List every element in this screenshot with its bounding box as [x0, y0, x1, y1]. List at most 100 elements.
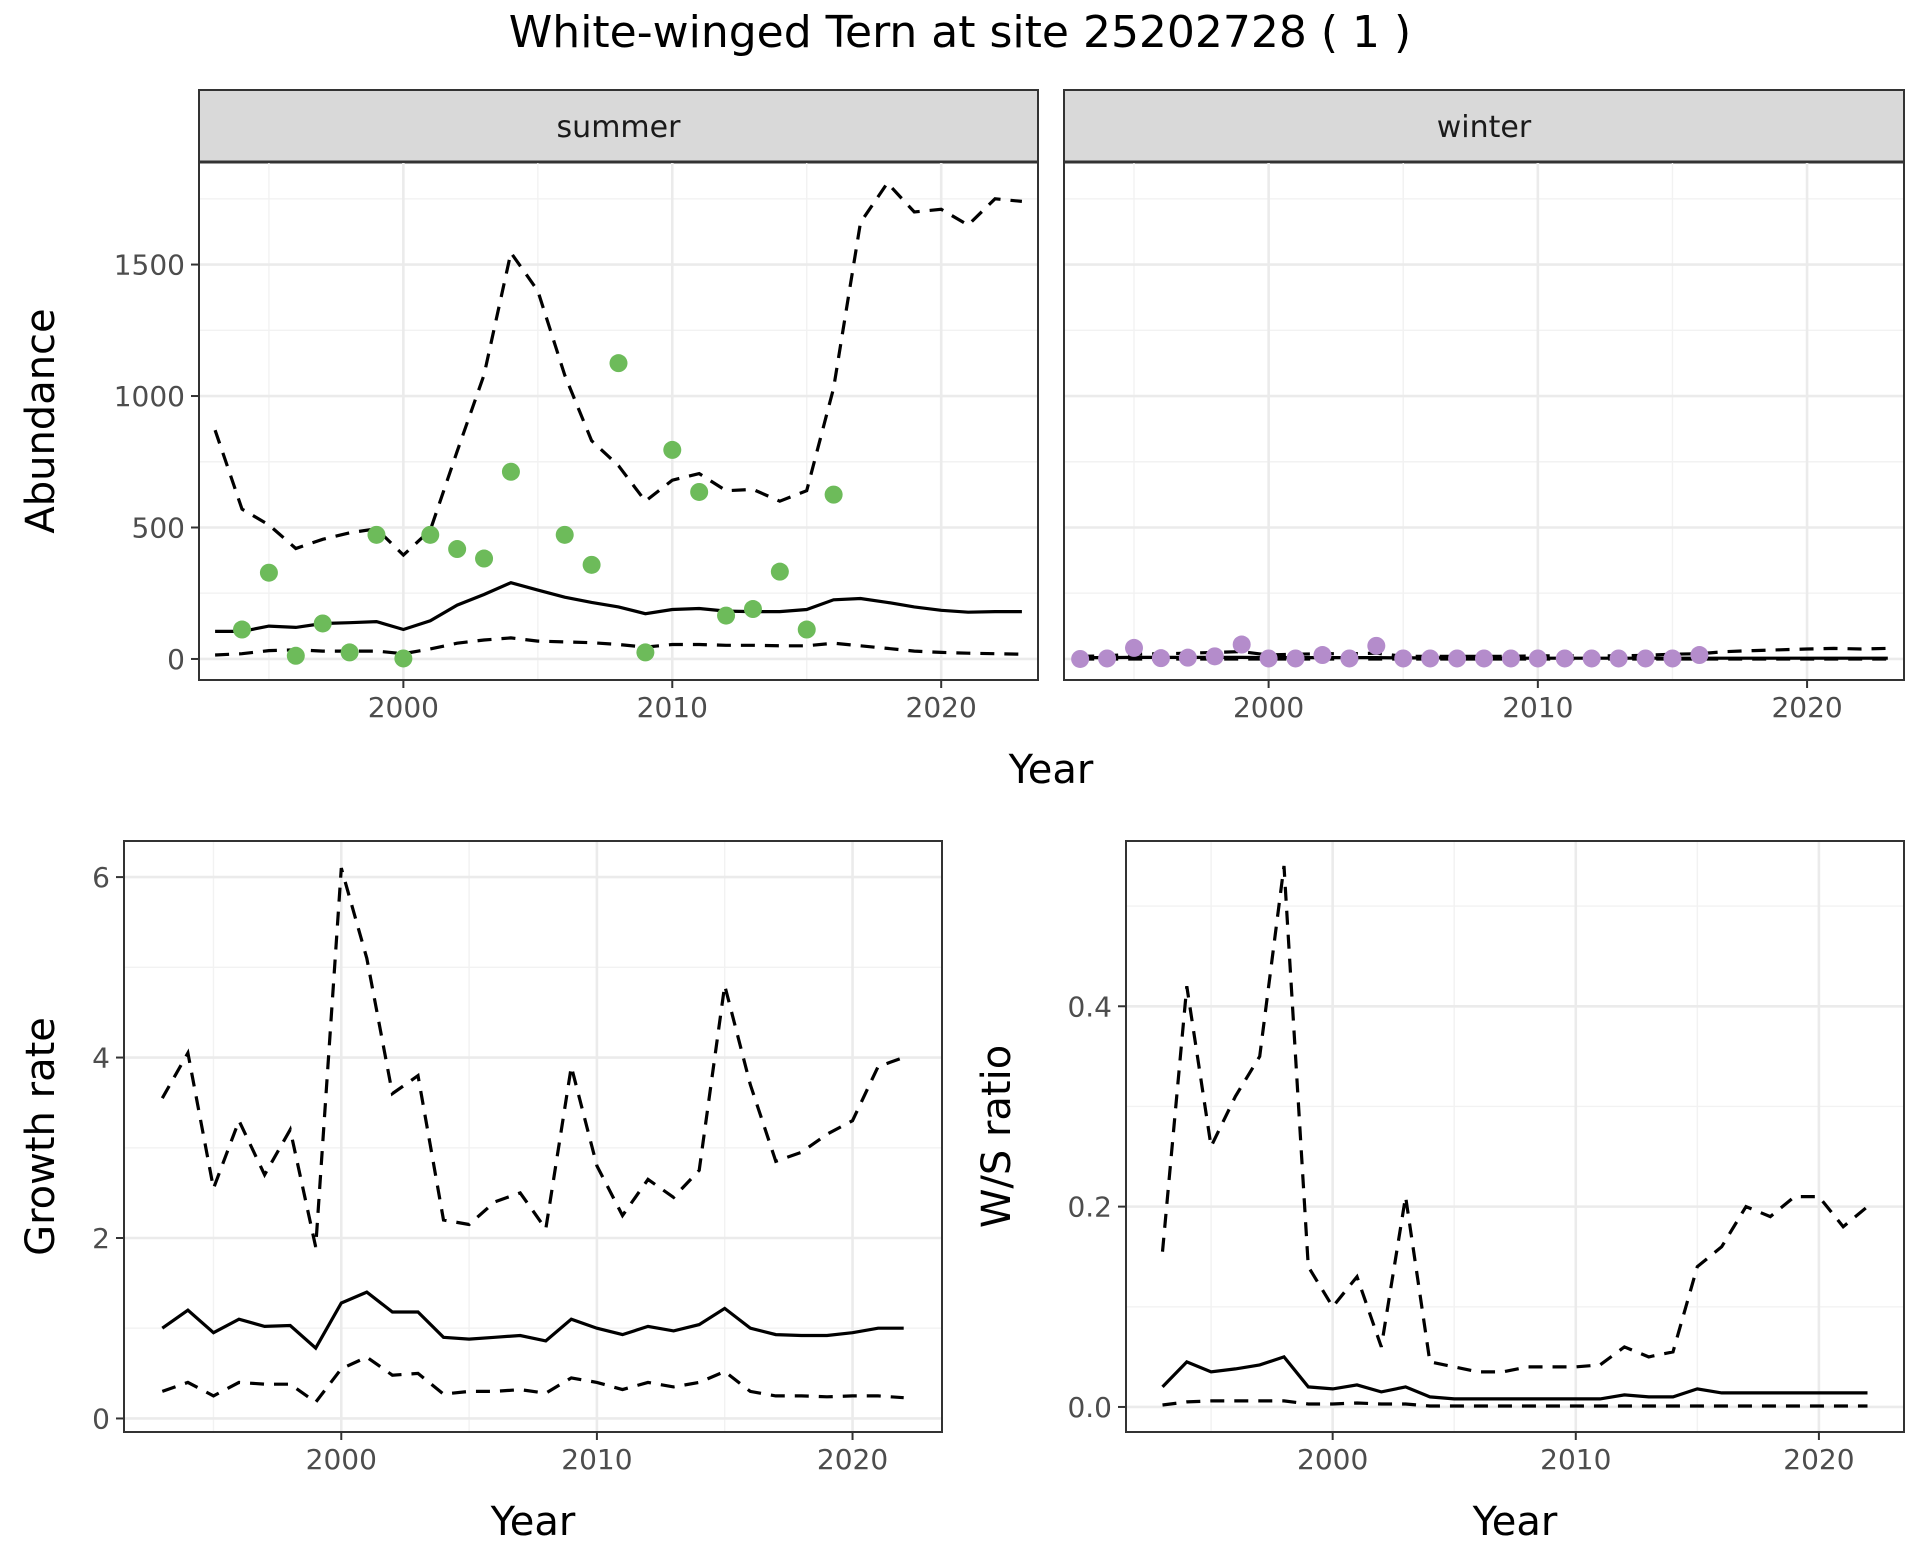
- winter-observed-point: [1690, 646, 1709, 665]
- winter-observed-point: [1421, 649, 1440, 668]
- growth-lower-bound-line: [161, 1355, 904, 1405]
- winter-observed-point: [1205, 647, 1224, 666]
- x-tick-label: 2000: [1297, 1443, 1368, 1476]
- winter-observed-point: [1448, 649, 1467, 668]
- ws-ratio-panel: 2000 2010 2020 0.0 0.2 0.4 Year W/S ratio: [974, 840, 1905, 1545]
- facet-summer: summer 2000 2010 2020 0 500 1000 1500: [114, 89, 1039, 724]
- winter-observed-point: [1582, 649, 1601, 668]
- winter-observed-point: [1636, 649, 1655, 668]
- panel-border: [1063, 161, 1905, 681]
- summer-observed-point: [824, 485, 843, 504]
- winter-observed-point: [1125, 638, 1143, 657]
- winter-observed-point: [1071, 649, 1090, 668]
- y-tick-label: 0.2: [1067, 1191, 1112, 1224]
- panel-border: [1125, 840, 1905, 1433]
- winter-observed-point: [1501, 649, 1520, 668]
- ratio-estimate-line: [1161, 1355, 1868, 1401]
- x-tick-label: 2020: [1771, 691, 1842, 724]
- winter-observed-point: [1475, 649, 1493, 668]
- winter-observed-point: [1555, 649, 1574, 668]
- summer-observed-point: [609, 354, 628, 373]
- abundance-y-axis-title: Abundance: [18, 308, 64, 533]
- growth-x-axis-title: Year: [490, 1499, 576, 1545]
- y-tick-label: 500: [132, 511, 185, 544]
- summer-observed-point: [421, 525, 440, 544]
- x-tick-label: 2020: [906, 691, 977, 724]
- winter-observed-point: [1528, 649, 1547, 668]
- plots: summer 2000 2010 2020 0 500 1000 1500 winter 2000…: [18, 89, 1905, 1545]
- facet-label-winter: winter: [1437, 110, 1532, 145]
- summer-observed-point: [259, 563, 278, 582]
- facet-strip-summer: [198, 89, 1039, 163]
- growth-estimate-line: [161, 1290, 904, 1351]
- summer-observed-point: [286, 646, 305, 665]
- facet-winter: winter 2000 2010 2020: [1063, 89, 1905, 724]
- winter-observed-point: [1151, 649, 1170, 668]
- y-tick-label: 1500: [114, 249, 185, 282]
- winter-upper-bound-line: [1080, 646, 1888, 658]
- ratio-x-axis-title: Year: [1472, 1499, 1558, 1545]
- winter-observed-point: [1286, 649, 1305, 668]
- summer-observed-point: [340, 643, 359, 662]
- panel-border: [123, 840, 943, 1433]
- winter-observed-point: [1394, 649, 1413, 668]
- summer-observed-point: [717, 606, 736, 625]
- x-tick-label: 2020: [1783, 1443, 1854, 1476]
- summer-observed-point: [367, 525, 386, 544]
- summer-observed-point: [394, 649, 413, 668]
- y-tick-label: 6: [92, 861, 110, 894]
- summer-upper-bound-line: [213, 180, 1023, 558]
- growth-y-axis-title: Growth rate: [18, 1017, 64, 1256]
- facet-label-summer: summer: [557, 110, 682, 145]
- y-tick-label: 0.4: [1067, 990, 1112, 1023]
- panel-border: [198, 161, 1039, 681]
- winter-observed-point: [1313, 646, 1332, 665]
- winter-observed-point: [1340, 649, 1359, 668]
- growth-rate-panel: 2000 2010 2020 0 2 4 6 Year Growth rate: [18, 840, 943, 1545]
- winter-observed-point: [1367, 636, 1386, 655]
- summer-observed-point: [663, 440, 682, 459]
- summer-observed-point: [770, 562, 789, 581]
- summer-observed-point: [233, 620, 252, 639]
- y-tick-label: 1000: [114, 380, 185, 413]
- winter-observed-point: [1609, 649, 1628, 668]
- winter-observed-point: [1232, 635, 1251, 654]
- x-tick-label: 2020: [817, 1443, 888, 1476]
- summer-lower-bound-line: [215, 636, 1022, 657]
- y-tick-label: 4: [92, 1042, 110, 1075]
- x-tick-label: 2000: [306, 1443, 377, 1476]
- x-tick-label: 2010: [1502, 691, 1573, 724]
- summer-observed-point: [555, 525, 574, 544]
- y-tick-label: 0: [92, 1402, 110, 1435]
- x-tick-label: 2010: [637, 691, 708, 724]
- winter-observed-point: [1663, 649, 1682, 668]
- growth-upper-bound-line: [160, 867, 905, 1248]
- summer-observed-point: [582, 555, 601, 574]
- figure-title: White-winged Tern at site 25202728 ( 1 ): [509, 7, 1411, 58]
- summer-estimate-line: [215, 581, 1022, 634]
- ratio-lower-bound-line: [1162, 1399, 1868, 1408]
- summer-observed-point: [743, 600, 762, 619]
- x-tick-label: 2010: [561, 1443, 632, 1476]
- summer-observed-point: [501, 462, 520, 481]
- x-tick-label: 2010: [1540, 1443, 1611, 1476]
- summer-observed-point: [797, 620, 816, 639]
- winter-observed-point: [1259, 649, 1278, 668]
- winter-observed-point: [1098, 649, 1117, 668]
- ratio-y-axis-title: W/S ratio: [974, 1045, 1020, 1228]
- facet-strip-winter: [1063, 89, 1905, 163]
- summer-observed-point: [636, 643, 655, 662]
- x-tick-label: 2000: [368, 691, 439, 724]
- abundance-x-axis-title: Year: [1008, 747, 1094, 793]
- y-tick-label: 0.0: [1067, 1391, 1112, 1424]
- summer-observed-point: [313, 614, 332, 633]
- y-tick-label: 0: [167, 643, 185, 676]
- summer-observed-point: [690, 482, 709, 501]
- ratio-upper-bound-line: [1160, 865, 1869, 1374]
- winter-observed-point: [1178, 648, 1197, 667]
- summer-observed-point: [475, 549, 494, 568]
- summer-observed-point: [448, 540, 467, 559]
- y-tick-label: 2: [92, 1222, 110, 1255]
- x-tick-label: 2000: [1233, 691, 1304, 724]
